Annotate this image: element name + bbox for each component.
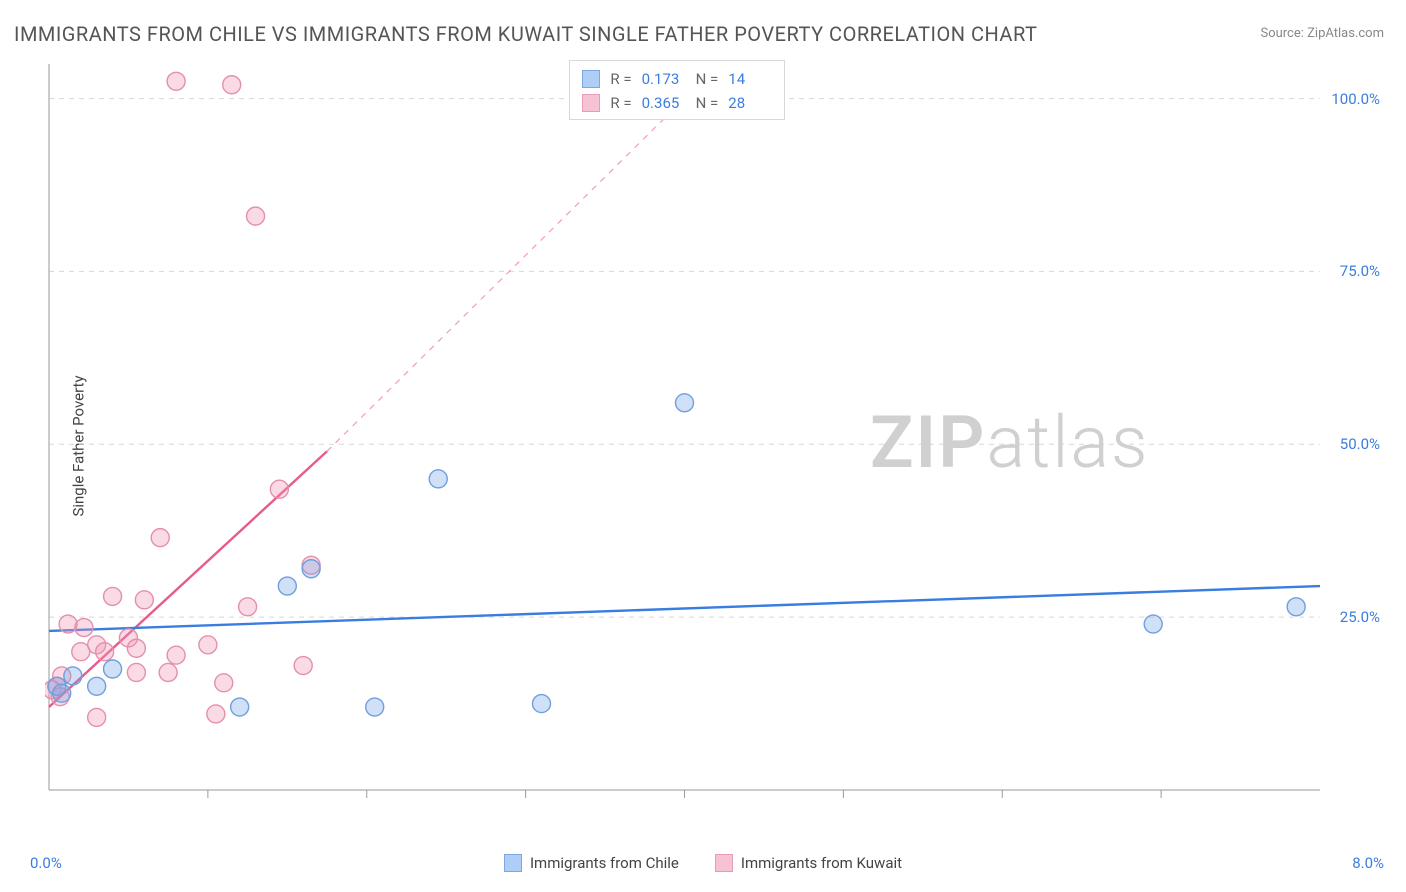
n-value: 28	[728, 91, 772, 115]
y-tick-label: 100.0%	[1331, 90, 1380, 108]
n-label: N =	[696, 67, 719, 91]
legend-label: Immigrants from Chile	[530, 854, 679, 872]
legend-swatch	[504, 854, 522, 872]
n-label: N =	[696, 91, 719, 115]
chart-title: IMMIGRANTS FROM CHILE VS IMMIGRANTS FROM…	[14, 22, 1037, 46]
legend-swatch	[715, 854, 733, 872]
scatter-svg	[45, 58, 1390, 818]
source-attribution: Source: ZipAtlas.com	[1260, 26, 1384, 41]
y-tick-label: 75.0%	[1340, 262, 1380, 280]
correlation-stats-box: R = 0.173 N = 14 R = 0.365 N = 28	[569, 60, 785, 120]
r-label: R =	[610, 67, 631, 91]
correlation-row: R = 0.365 N = 28	[582, 91, 772, 115]
legend-label: Immigrants from Kuwait	[741, 854, 902, 872]
plot-area	[45, 58, 1390, 818]
x-axis-max-label: 8.0%	[1352, 854, 1384, 872]
n-value: 14	[728, 67, 772, 91]
chart-container: IMMIGRANTS FROM CHILE VS IMMIGRANTS FROM…	[0, 0, 1406, 892]
correlation-row: R = 0.173 N = 14	[582, 67, 772, 91]
r-value: 0.365	[642, 91, 686, 115]
legend: Immigrants from Chile Immigrants from Kuw…	[0, 854, 1406, 872]
series-swatch	[582, 94, 600, 112]
x-axis-min-label: 0.0%	[30, 854, 62, 872]
r-value: 0.173	[642, 67, 686, 91]
series-swatch	[582, 70, 600, 88]
y-tick-label: 25.0%	[1340, 608, 1380, 626]
legend-item: Immigrants from Chile	[504, 854, 679, 872]
r-label: R =	[610, 91, 631, 115]
legend-item: Immigrants from Kuwait	[715, 854, 902, 872]
y-tick-label: 50.0%	[1340, 435, 1380, 453]
